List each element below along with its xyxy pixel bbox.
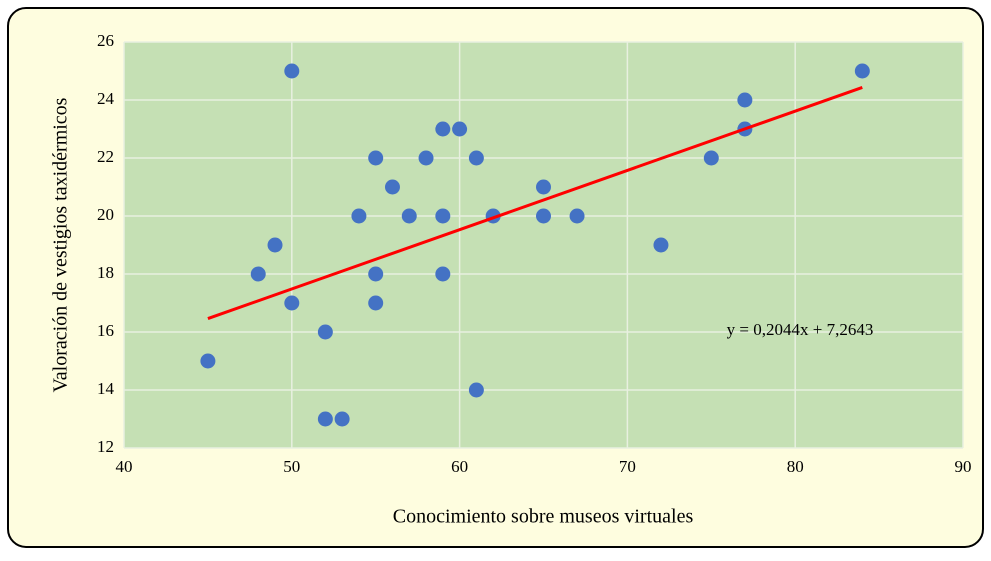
marks: [200, 63, 870, 427]
x-tick-label: 40: [116, 457, 133, 476]
trendline: [207, 86, 863, 321]
grid: [123, 41, 964, 449]
point: [703, 150, 719, 166]
point: [418, 150, 434, 166]
point: [653, 237, 669, 253]
y-tick-label: 12: [97, 437, 114, 456]
point: [351, 208, 367, 224]
x-tick-label: 80: [787, 457, 804, 476]
y-tick-label: 18: [97, 263, 114, 282]
trendline-equation: y = 0,2044x + 7,2643: [727, 320, 874, 339]
point: [854, 63, 870, 79]
point: [284, 295, 300, 311]
point: [435, 121, 451, 137]
plot-area: [124, 42, 963, 448]
point: [317, 324, 333, 340]
point: [284, 63, 300, 79]
point: [267, 237, 283, 253]
y-tick-label: 14: [97, 379, 115, 398]
y-tick-label: 26: [97, 31, 114, 50]
point: [368, 150, 384, 166]
point: [737, 92, 753, 108]
point: [334, 411, 350, 427]
y-tick-label: 16: [97, 321, 114, 340]
point: [368, 266, 384, 282]
point: [536, 208, 551, 224]
point: [468, 382, 484, 398]
x-axis-title: Conocimiento sobre museos virtuales: [393, 506, 694, 528]
y-tick-label: 24: [97, 89, 115, 108]
point: [452, 121, 468, 137]
point: [536, 179, 551, 195]
x-tick-label: 90: [955, 457, 972, 476]
x-tick-label: 70: [619, 457, 636, 476]
y-axis-title: Valoración de vestigios taxidérmicos: [50, 97, 72, 392]
point: [384, 179, 400, 195]
point: [569, 208, 585, 224]
point: [435, 266, 451, 282]
x-tick-label: 60: [451, 457, 468, 476]
point: [200, 353, 216, 369]
y-tick-label: 22: [97, 147, 114, 166]
point: [317, 411, 333, 427]
point: [435, 208, 451, 224]
point: [468, 150, 484, 166]
point: [401, 208, 417, 224]
y-tick-label: 20: [97, 205, 114, 224]
x-tick-label: 50: [283, 457, 300, 476]
point: [250, 266, 266, 282]
point: [368, 295, 384, 311]
